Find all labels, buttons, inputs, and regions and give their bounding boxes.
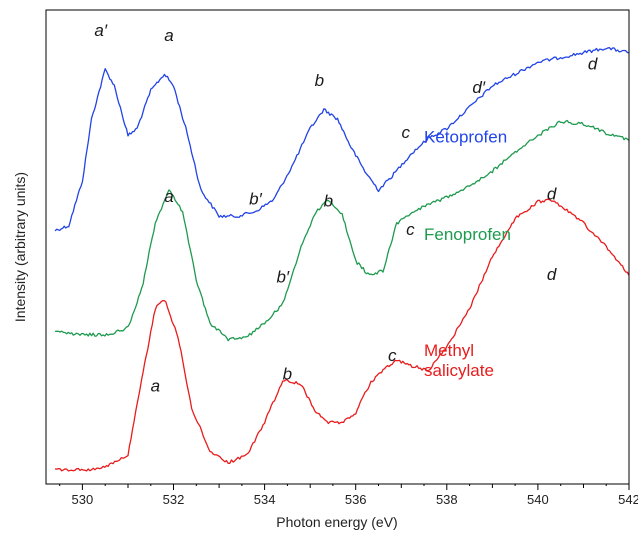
peak-label: b (315, 71, 324, 90)
peak-label: b (324, 192, 333, 211)
x-tick-label: 542 (618, 492, 638, 507)
series-line-3 (55, 199, 629, 471)
peak-label: c (402, 123, 411, 142)
peak-label: a (151, 377, 160, 396)
peak-label: b′ (276, 268, 289, 287)
peak-label: a′ (94, 21, 107, 40)
peak-annotations: a′ a b c d′ d b′ a b c d b′ a b c d (94, 21, 597, 396)
plot-frame (46, 10, 629, 484)
peak-label: b′ (249, 189, 262, 208)
peak-label: a (164, 187, 173, 206)
peak-label: a (164, 26, 173, 45)
x-axis-label: Photon energy (eV) (276, 514, 397, 530)
peak-label: c (388, 346, 397, 365)
peak-label: d (547, 185, 557, 204)
y-axis-label: Intensity (arbitrary units) (12, 172, 28, 322)
series-layer (55, 48, 629, 471)
peak-label: c (406, 220, 415, 239)
series-name-label: salicylate (424, 361, 494, 380)
series-line-1 (55, 48, 629, 231)
series-name-label: Methyl (424, 341, 474, 360)
x-tick-label: 538 (436, 492, 458, 507)
series-name-label: Ketoprofen (424, 128, 507, 147)
series-line-2 (55, 121, 629, 341)
series-name-label: Fenoprofen (424, 225, 511, 244)
x-tick-label: 540 (527, 492, 549, 507)
x-tick-label: 530 (72, 492, 94, 507)
peak-label: d (547, 265, 557, 284)
x-tick-label: 536 (345, 492, 367, 507)
peak-label: b (283, 365, 292, 384)
peak-label: d′ (472, 78, 485, 97)
x-tick-label: 532 (163, 492, 185, 507)
x-tick-label: 534 (254, 492, 276, 507)
peak-label: d (588, 54, 598, 73)
x-axis-ticks: 530 532 534 536 538 540 542 (60, 484, 638, 507)
